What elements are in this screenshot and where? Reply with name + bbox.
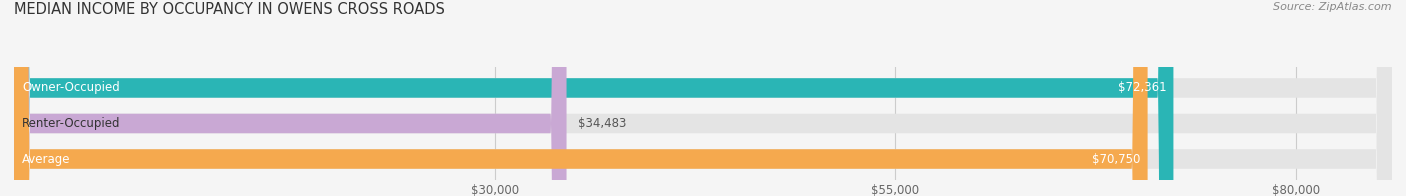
Text: Average: Average [22, 152, 70, 165]
Text: Renter-Occupied: Renter-Occupied [22, 117, 121, 130]
Text: $70,750: $70,750 [1092, 152, 1140, 165]
Text: Owner-Occupied: Owner-Occupied [22, 82, 120, 94]
Text: $34,483: $34,483 [578, 117, 626, 130]
FancyBboxPatch shape [14, 0, 1392, 196]
FancyBboxPatch shape [14, 0, 1147, 196]
FancyBboxPatch shape [14, 0, 567, 196]
FancyBboxPatch shape [14, 0, 1392, 196]
FancyBboxPatch shape [14, 0, 1392, 196]
Text: Source: ZipAtlas.com: Source: ZipAtlas.com [1274, 2, 1392, 12]
Text: MEDIAN INCOME BY OCCUPANCY IN OWENS CROSS ROADS: MEDIAN INCOME BY OCCUPANCY IN OWENS CROS… [14, 2, 444, 17]
FancyBboxPatch shape [14, 0, 1174, 196]
Text: $72,361: $72,361 [1118, 82, 1167, 94]
